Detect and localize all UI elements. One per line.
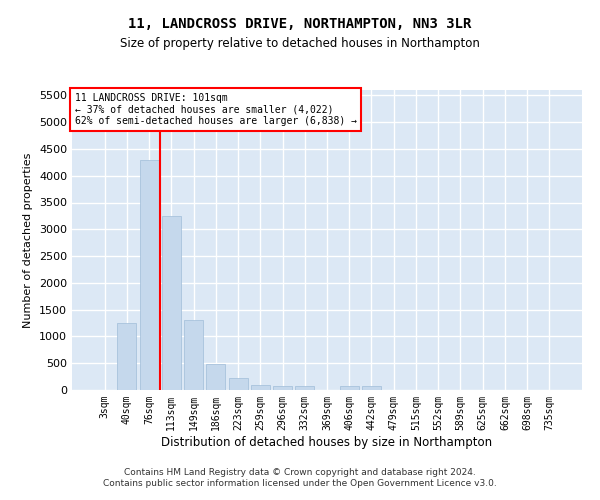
Bar xyxy=(251,384,270,390)
Text: 11 LANDCROSS DRIVE: 101sqm
← 37% of detached houses are smaller (4,022)
62% of s: 11 LANDCROSS DRIVE: 101sqm ← 37% of deta… xyxy=(74,93,356,126)
Bar xyxy=(184,320,203,390)
Text: Size of property relative to detached houses in Northampton: Size of property relative to detached ho… xyxy=(120,38,480,51)
Bar xyxy=(229,378,248,390)
Bar xyxy=(295,386,314,390)
Bar xyxy=(340,386,359,390)
Bar xyxy=(362,386,381,390)
Bar xyxy=(206,364,225,390)
Bar xyxy=(140,160,158,390)
Bar xyxy=(118,323,136,390)
Text: Contains HM Land Registry data © Crown copyright and database right 2024.
Contai: Contains HM Land Registry data © Crown c… xyxy=(103,468,497,487)
Bar xyxy=(273,386,292,390)
Y-axis label: Number of detached properties: Number of detached properties xyxy=(23,152,34,328)
Bar xyxy=(162,216,181,390)
Text: 11, LANDCROSS DRIVE, NORTHAMPTON, NN3 3LR: 11, LANDCROSS DRIVE, NORTHAMPTON, NN3 3L… xyxy=(128,18,472,32)
X-axis label: Distribution of detached houses by size in Northampton: Distribution of detached houses by size … xyxy=(161,436,493,448)
